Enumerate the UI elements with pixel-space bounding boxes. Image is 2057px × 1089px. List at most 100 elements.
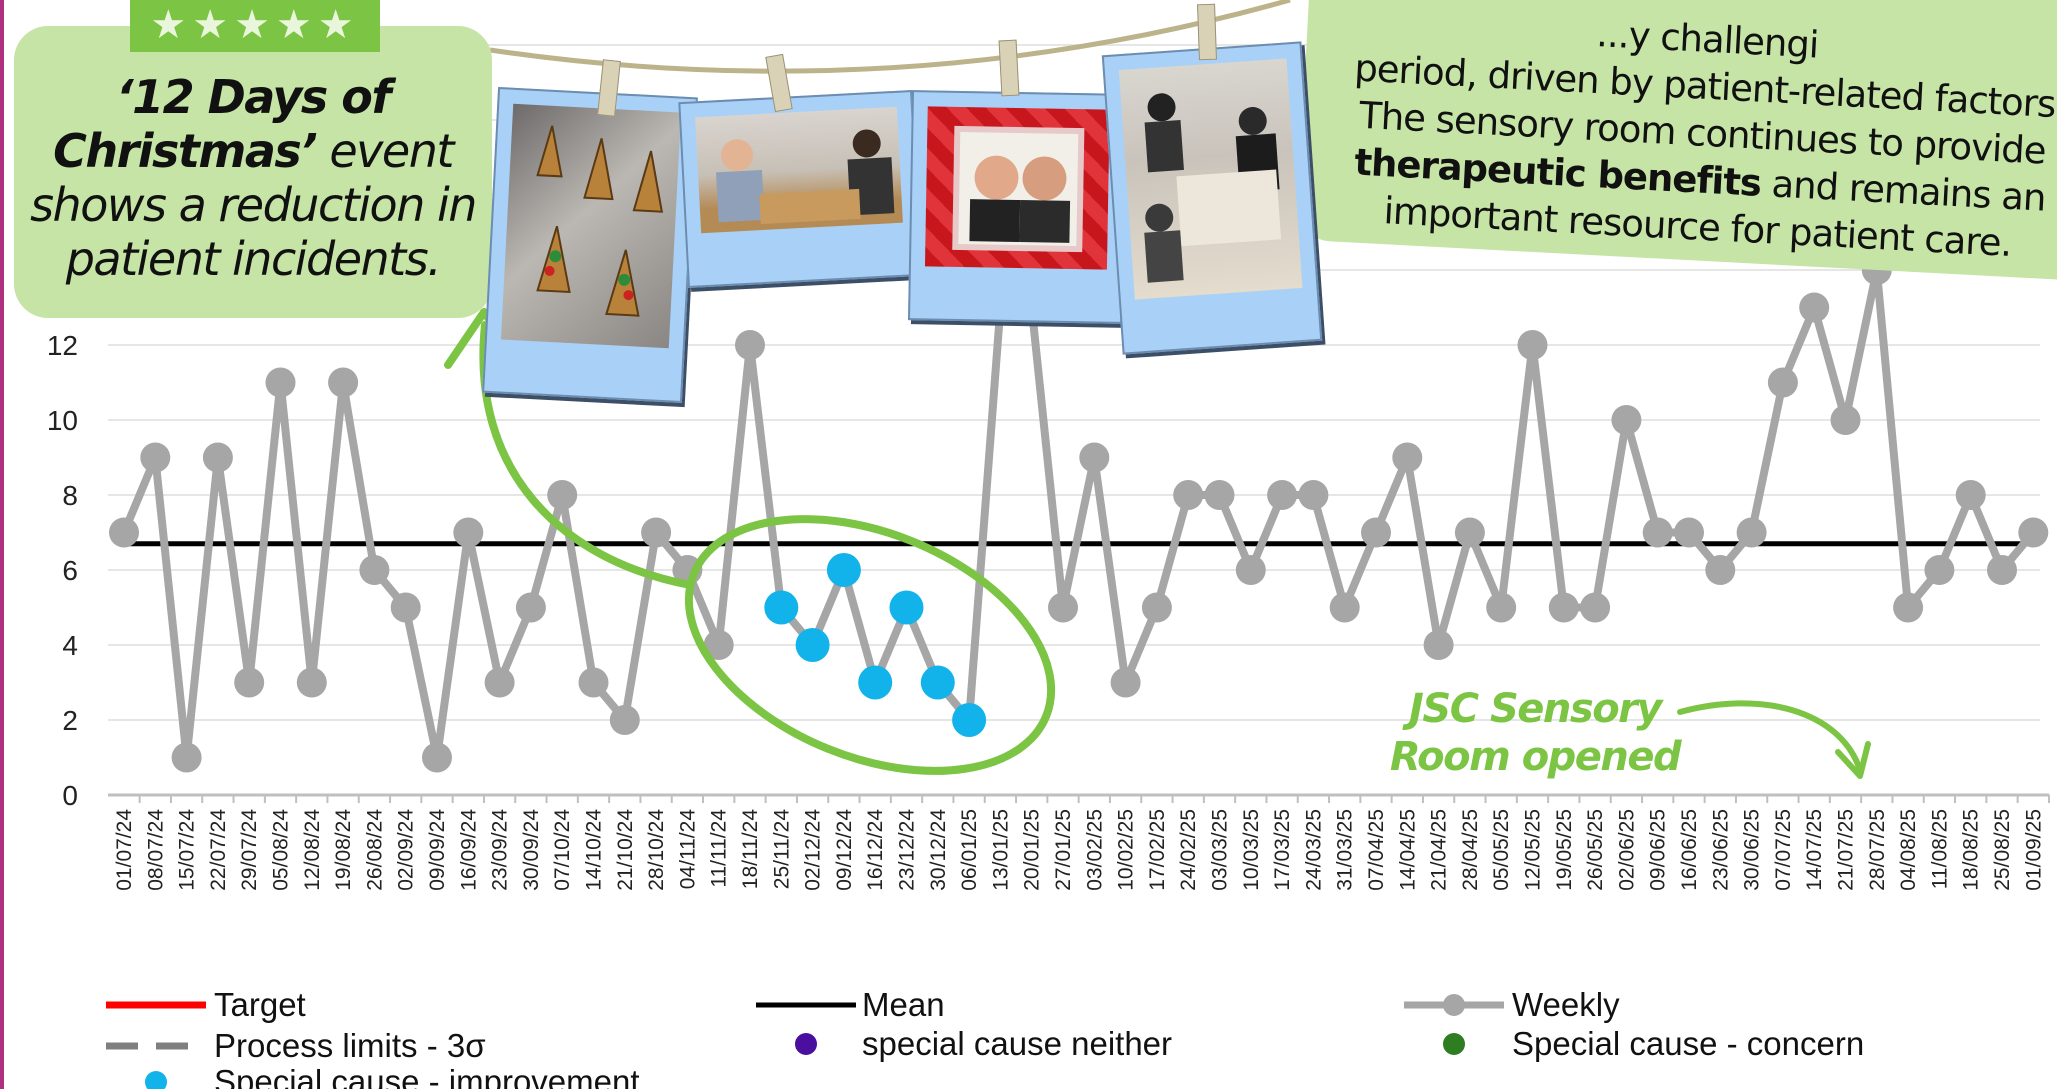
weekly-point — [1955, 480, 1986, 510]
x-tick-label: 29/07/24 — [238, 809, 261, 891]
x-tick-label: 17/03/25 — [1271, 809, 1294, 891]
legend-neither-dot — [795, 1033, 817, 1055]
x-tick-label: 12/08/24 — [301, 809, 324, 891]
weekly-point — [609, 705, 640, 735]
weekly-point — [171, 742, 202, 773]
legend-weekly-marker — [1443, 994, 1465, 1016]
weekly-point — [1204, 480, 1235, 510]
legend-improvement-dot — [145, 1071, 167, 1089]
weekly-point — [1642, 517, 1673, 548]
x-tick-label: 23/06/25 — [1709, 809, 1732, 891]
legend-concern-dot — [1443, 1033, 1465, 1055]
improvement-point — [795, 628, 830, 662]
x-tick-label: 09/06/25 — [1647, 809, 1670, 891]
weekly-point — [359, 555, 390, 585]
x-tick-label: 31/03/25 — [1334, 809, 1357, 891]
x-tick-label: 13/01/25 — [989, 809, 1012, 891]
x-tick-label: 30/06/25 — [1741, 809, 1764, 891]
x-tick-label: 28/07/25 — [1866, 809, 1889, 891]
x-tick-label: 06/01/25 — [958, 809, 981, 891]
x-tick-label: 11/08/25 — [1928, 809, 1951, 889]
weekly-point — [1580, 592, 1611, 623]
x-tick-label: 28/04/25 — [1459, 809, 1482, 891]
x-tick-label: 02/12/24 — [802, 809, 825, 891]
weekly-point — [1329, 592, 1360, 623]
weekly-point — [547, 480, 578, 510]
x-tick-label: 14/04/25 — [1396, 809, 1419, 891]
x-tick-label: 14/10/24 — [583, 809, 606, 891]
y-tick-label: 4 — [62, 630, 78, 661]
weekly-point — [484, 667, 515, 698]
improvement-point — [952, 703, 987, 737]
weekly-points — [109, 255, 2049, 773]
weekly-point — [1736, 517, 1767, 548]
polaroid-3 — [908, 90, 1126, 324]
x-tick-label: 09/09/24 — [426, 809, 449, 891]
weekly-point — [1110, 667, 1141, 698]
x-tick-label: 27/01/25 — [1052, 809, 1075, 891]
left-callout-bold: ‘12 Days of Christmas’ — [53, 70, 391, 178]
x-tick-label: 04/08/25 — [1897, 809, 1920, 891]
x-tick-label: 28/10/24 — [645, 809, 668, 891]
weekly-point — [1173, 480, 1204, 510]
weekly-point — [234, 667, 265, 698]
weekly-point — [328, 367, 359, 398]
x-tick-label: 24/03/25 — [1302, 809, 1325, 891]
y-tick-label: 10 — [47, 405, 78, 436]
improvement-point — [889, 590, 924, 625]
improvement-point — [826, 553, 861, 587]
photo-craft-table — [695, 106, 903, 234]
y-tick-label: 2 — [62, 705, 78, 736]
weekly-point — [735, 330, 765, 360]
x-tick-label: 30/09/24 — [520, 809, 543, 891]
x-tick-label: 18/08/25 — [1960, 809, 1983, 891]
weekly-point — [453, 517, 484, 548]
x-tick-label: 21/04/25 — [1428, 809, 1451, 891]
x-tick-label: 07/07/25 — [1772, 809, 1795, 891]
legend-process-limits-label: Process limits - 3σ — [214, 1027, 486, 1064]
left-callout-text: event shows a reduction in patient incid… — [30, 124, 477, 286]
x-tick-label: 05/08/24 — [270, 809, 293, 891]
x-tick-label: 16/06/25 — [1678, 809, 1701, 891]
x-tick-label: 25/11/24 — [770, 809, 793, 890]
x-tick-label: 14/07/25 — [1803, 809, 1826, 891]
x-tick-label: 04/11/24 — [676, 809, 699, 890]
x-tick-label: 08/07/24 — [144, 809, 167, 891]
star-rating: ★★★★★ — [130, 0, 380, 52]
x-tick-label: 05/05/25 — [1490, 809, 1513, 891]
x-tick-label: 26/05/25 — [1584, 809, 1607, 891]
x-tick-label: 10/02/25 — [1115, 809, 1138, 891]
y-tick-label: 8 — [62, 480, 78, 511]
x-tick-label: 18/11/24 — [739, 809, 762, 890]
legend-neither-label: special cause neither — [862, 1025, 1172, 1062]
x-tick-label: 16/09/24 — [457, 809, 480, 891]
x-tick-label: 02/06/25 — [1615, 809, 1638, 891]
weekly-point — [1235, 555, 1266, 585]
weekly-point — [1924, 555, 1955, 585]
weekly-point — [1361, 517, 1391, 548]
x-axis: 01/07/24 08/07/24 15/07/24 22/07/24 29/07/24… — [113, 795, 2050, 891]
legend-concern-label: Special cause - concern — [1512, 1025, 1864, 1062]
x-tick-label: 23/09/24 — [489, 809, 512, 891]
x-tick-label: 03/03/25 — [1209, 809, 1232, 891]
x-tick-label: 30/12/24 — [927, 809, 950, 891]
x-tick-label: 07/04/25 — [1365, 809, 1388, 891]
x-tick-label: 26/08/24 — [363, 809, 386, 891]
legend: Target Mean Weekly Process limits - 3σ s… — [106, 986, 1864, 1089]
x-tick-label: 07/10/24 — [551, 809, 574, 891]
x-tick-label: 03/02/25 — [1083, 809, 1106, 891]
x-tick-label: 11/11/24 — [708, 809, 731, 888]
weekly-point — [140, 442, 171, 473]
x-tick-label: 10/03/25 — [1240, 809, 1263, 891]
weekly-point — [1830, 405, 1861, 435]
weekly-point — [2018, 517, 2049, 548]
peg-3 — [998, 39, 1020, 97]
x-tick-label: 01/09/25 — [2022, 809, 2045, 891]
weekly-point — [1517, 330, 1548, 360]
weekly-point — [1298, 480, 1329, 510]
x-tick-label: 16/12/24 — [864, 809, 887, 891]
weekly-point — [1987, 555, 2017, 585]
x-tick-label: 12/05/25 — [1522, 809, 1545, 891]
x-tick-label: 20/01/25 — [1021, 809, 1044, 891]
